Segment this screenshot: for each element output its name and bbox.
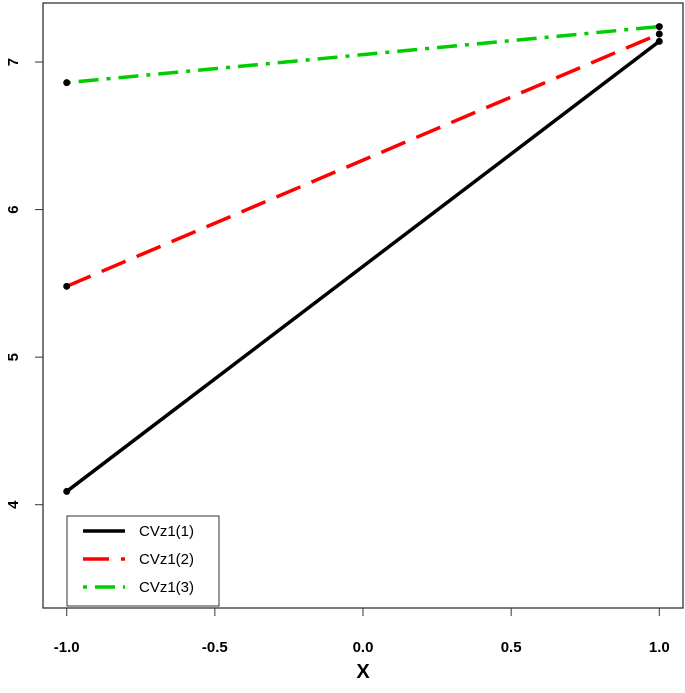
x-tick-label: -1.0	[54, 639, 80, 656]
legend-label: CVz1(2)	[139, 551, 194, 568]
data-point	[63, 282, 71, 290]
x-tick-label: 0.0	[353, 639, 374, 656]
y-tick-label: 4	[5, 500, 22, 509]
series-line	[66, 32, 660, 288]
data-point	[655, 30, 663, 38]
data-point	[655, 37, 663, 45]
series-line	[65, 39, 661, 493]
x-axis-label: X	[356, 661, 370, 683]
legend-label: CVz1(3)	[139, 579, 194, 596]
legend-label: CVz1(1)	[139, 523, 194, 540]
data-point	[63, 487, 71, 495]
x-tick-label: 1.0	[649, 639, 670, 656]
series-line	[66, 24, 660, 85]
x-tick-label: -0.5	[202, 639, 228, 656]
y-tick-label: 7	[5, 58, 22, 66]
y-tick-label: 5	[5, 353, 22, 361]
x-tick-label: 0.5	[501, 639, 522, 656]
y-tick-label: 6	[5, 205, 22, 213]
data-point	[655, 23, 663, 31]
data-point	[63, 79, 71, 87]
